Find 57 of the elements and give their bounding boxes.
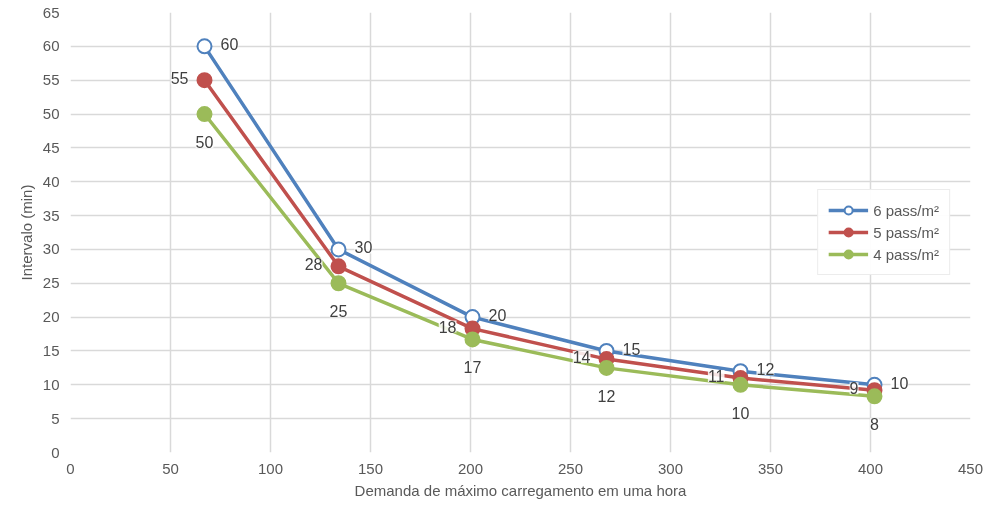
point — [330, 241, 347, 258]
y-tick-label: 40 — [42, 172, 60, 190]
point — [866, 388, 883, 405]
point — [196, 72, 213, 89]
y-tick-label: 0 — [51, 443, 60, 461]
y-tick-label: 45 — [42, 138, 60, 156]
x-tick-label: 250 — [557, 459, 584, 477]
data-label: 12 — [597, 387, 616, 405]
data-label: 8 — [870, 416, 880, 434]
data-label: 10 — [890, 374, 909, 392]
x-tick-label: 400 — [857, 459, 884, 477]
point — [598, 359, 615, 376]
data-label: 17 — [463, 359, 482, 377]
y-tick-label: 5 — [51, 409, 60, 427]
y-tick-label: 65 — [42, 3, 60, 21]
data-label: 60 — [220, 36, 239, 54]
legend-label: 6 pass/m² — [873, 201, 939, 219]
x-axis-title: Demanda de máximo carregamento em uma hora — [354, 481, 688, 499]
legend-label: 4 pass/m² — [873, 245, 939, 263]
y-tick-label: 30 — [42, 240, 60, 258]
x-tick-label: 50 — [162, 459, 179, 477]
x-tick-label: 200 — [457, 459, 484, 477]
data-label: 30 — [354, 239, 373, 257]
y-tick-label: 35 — [42, 206, 60, 224]
legend-label: 5 pass/m² — [873, 223, 939, 241]
data-label: 28 — [304, 256, 323, 274]
x-tick-label: 350 — [757, 459, 784, 477]
data-label: 14 — [572, 349, 591, 367]
y-tick-label: 60 — [42, 37, 60, 55]
y-tick-label: 50 — [42, 105, 60, 123]
y-tick-label: 20 — [42, 308, 60, 326]
data-label: 11 — [707, 368, 725, 386]
x-tick-label: 300 — [657, 459, 684, 477]
point — [464, 331, 481, 348]
x-tick-label: 100 — [257, 459, 284, 477]
y-tick-label: 25 — [42, 274, 60, 292]
data-label: 50 — [195, 134, 214, 152]
data-label: 9 — [849, 380, 859, 398]
y-tick-label: 10 — [42, 375, 60, 393]
data-label: 10 — [731, 404, 750, 422]
point — [330, 275, 347, 292]
x-tick-label: 450 — [957, 459, 984, 477]
x-tick-label: 150 — [357, 459, 384, 477]
data-label: 20 — [488, 307, 507, 325]
data-label: 12 — [756, 361, 775, 379]
data-label: 15 — [622, 340, 641, 358]
data-label: 25 — [329, 303, 348, 321]
point — [330, 258, 347, 275]
data-label: 55 — [170, 70, 189, 88]
x-tick-label: 0 — [66, 459, 75, 477]
point — [196, 38, 213, 55]
y-axis-title: Intervalo (min) — [17, 184, 35, 281]
point — [196, 106, 213, 123]
data-label: 18 — [438, 318, 457, 336]
y-tick-label: 55 — [42, 71, 60, 89]
y-tick-label: 15 — [42, 341, 60, 359]
point — [732, 376, 749, 393]
